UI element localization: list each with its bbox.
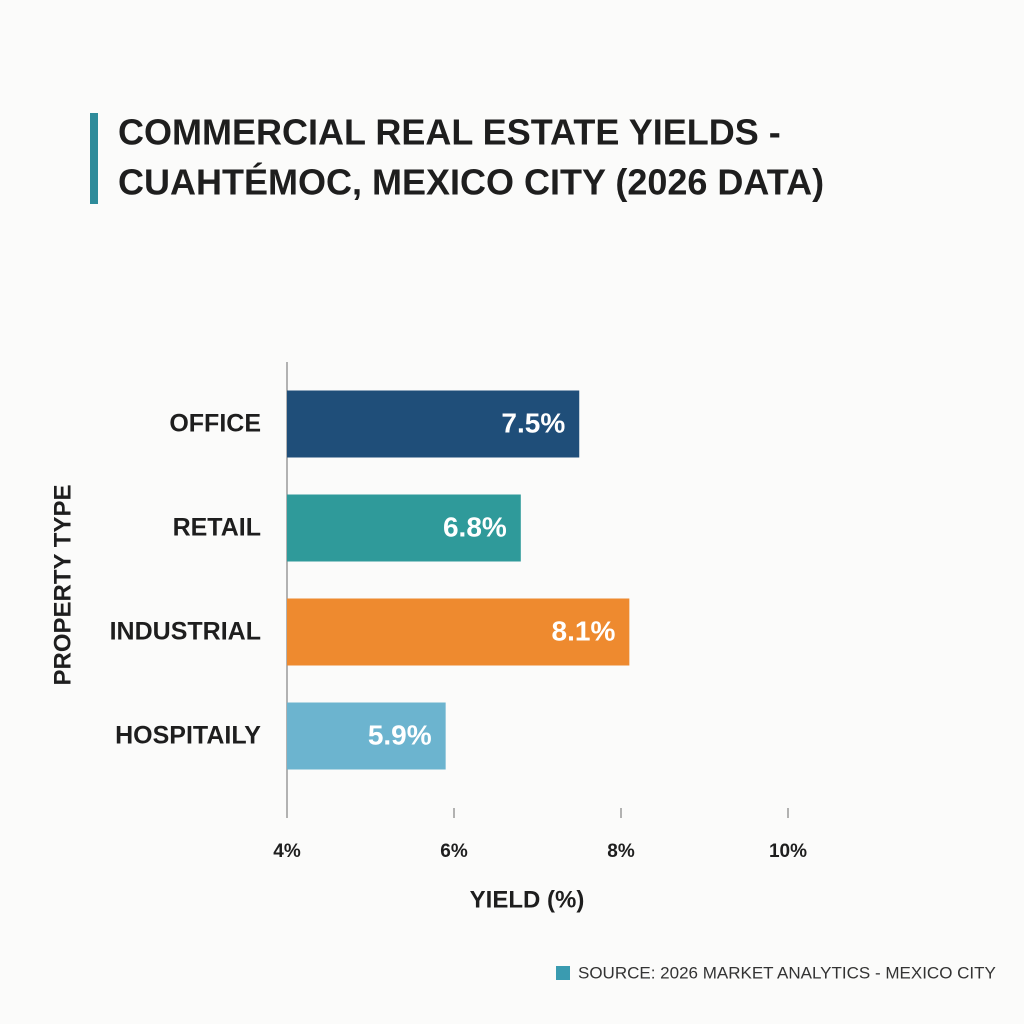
value-label: 6.8% xyxy=(443,511,507,542)
source-marker xyxy=(556,966,570,980)
title-accent xyxy=(90,113,98,204)
bar xyxy=(287,390,580,458)
y-tick-label: HOSPITAILY xyxy=(115,722,261,750)
value-label: 7.5% xyxy=(501,407,565,438)
bar xyxy=(287,598,630,666)
x-tick-label: 6% xyxy=(440,841,468,862)
source-note: SOURCE: 2026 MARKET ANALYTICS - MEXICO C… xyxy=(578,963,996,982)
value-label: 5.9% xyxy=(368,719,432,750)
chart-title: CUAHTÉMOC, MEXICO CITY (2026 DATA) xyxy=(118,162,824,203)
bar xyxy=(287,494,521,562)
y-tick-label: INDUSTRIAL xyxy=(110,618,261,646)
x-tick-label: 4% xyxy=(273,841,301,862)
value-label: 8.1% xyxy=(552,615,616,646)
x-tick-label: 8% xyxy=(607,841,635,862)
x-axis-label: YIELD (%) xyxy=(470,886,585,913)
y-tick-label: OFFICE xyxy=(169,410,261,438)
y-tick-label: RETAIL xyxy=(173,514,261,542)
x-tick-label: 10% xyxy=(769,841,807,862)
chart-title: COMMERCIAL REAL ESTATE YIELDS - xyxy=(118,112,781,153)
bar xyxy=(287,702,446,770)
y-axis-label: PROPERTY TYPE xyxy=(49,485,76,686)
